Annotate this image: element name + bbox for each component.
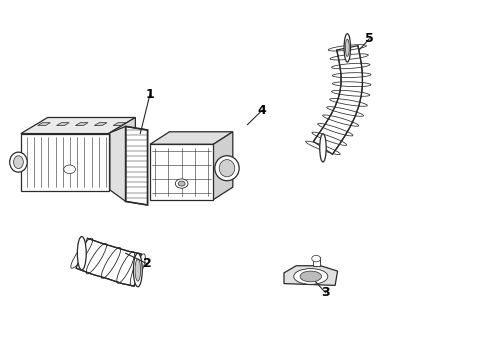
Ellipse shape xyxy=(344,34,350,62)
Ellipse shape xyxy=(133,253,142,287)
Polygon shape xyxy=(95,123,107,126)
Ellipse shape xyxy=(14,156,24,168)
Polygon shape xyxy=(150,144,213,200)
Polygon shape xyxy=(76,238,141,286)
Polygon shape xyxy=(109,117,135,191)
Polygon shape xyxy=(110,126,125,202)
Ellipse shape xyxy=(178,181,185,186)
Ellipse shape xyxy=(64,165,75,174)
Text: 4: 4 xyxy=(258,104,267,117)
Text: 5: 5 xyxy=(365,32,373,45)
Ellipse shape xyxy=(10,152,27,172)
Polygon shape xyxy=(21,117,135,134)
Polygon shape xyxy=(284,266,338,285)
Polygon shape xyxy=(314,46,363,154)
Ellipse shape xyxy=(175,179,188,188)
Ellipse shape xyxy=(345,39,349,57)
Polygon shape xyxy=(150,132,233,144)
Polygon shape xyxy=(213,132,233,200)
Polygon shape xyxy=(125,126,147,205)
Text: 2: 2 xyxy=(143,257,152,270)
Ellipse shape xyxy=(77,237,86,270)
Polygon shape xyxy=(313,257,319,266)
Text: 1: 1 xyxy=(146,88,154,101)
Ellipse shape xyxy=(300,271,321,282)
Ellipse shape xyxy=(135,259,141,281)
Polygon shape xyxy=(56,123,69,126)
Text: 3: 3 xyxy=(321,286,330,299)
Ellipse shape xyxy=(320,134,326,162)
Polygon shape xyxy=(75,123,88,126)
Polygon shape xyxy=(21,134,109,191)
Ellipse shape xyxy=(312,255,320,262)
Polygon shape xyxy=(113,123,126,126)
Ellipse shape xyxy=(219,159,235,177)
Ellipse shape xyxy=(294,269,328,284)
Ellipse shape xyxy=(215,156,239,181)
Polygon shape xyxy=(38,123,50,126)
